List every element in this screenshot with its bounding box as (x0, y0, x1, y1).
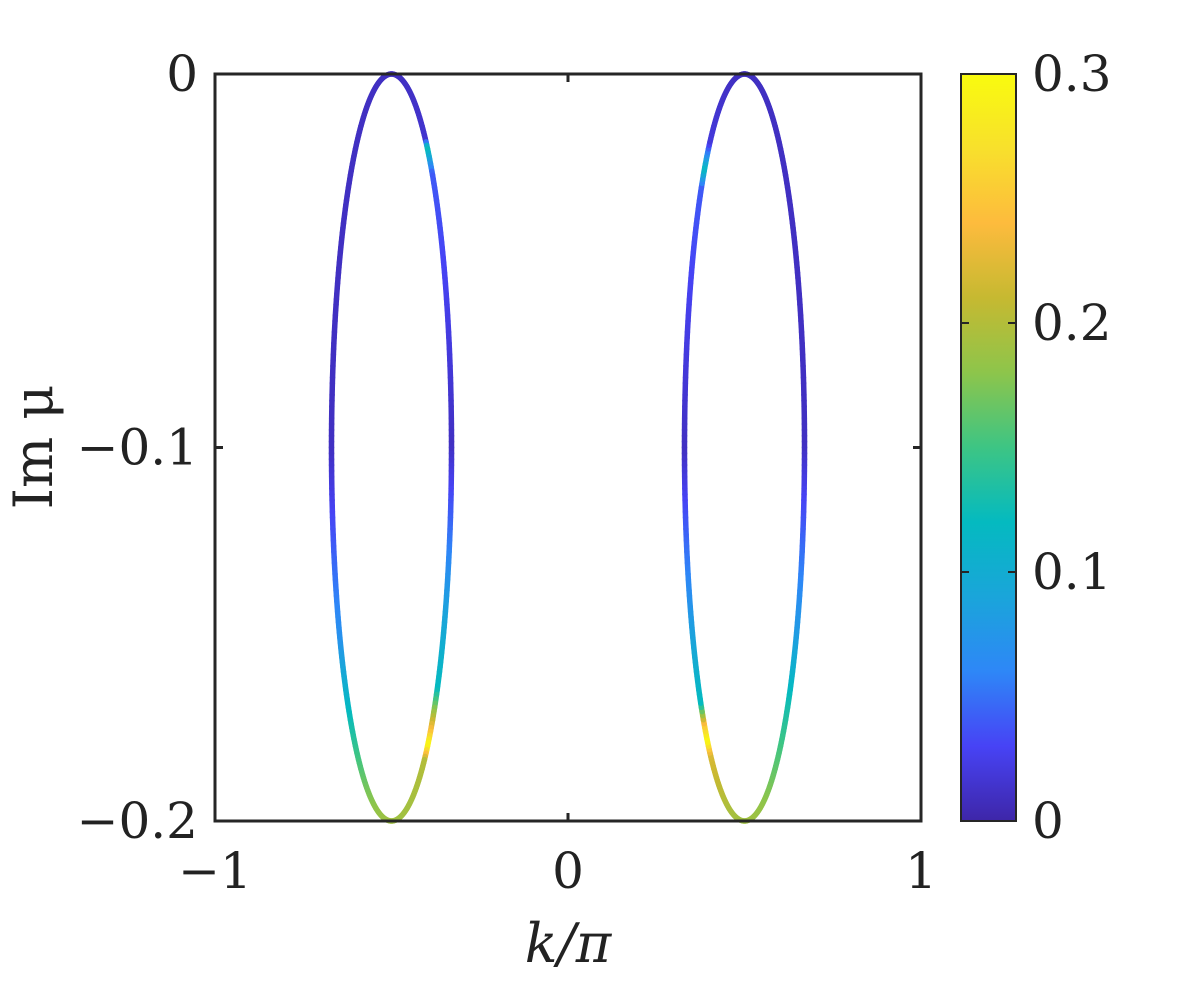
x-tick-label: −1 (178, 842, 252, 900)
y-axis-ticks: 0 −0.1 −0.2 (77, 45, 921, 850)
y-tick-label: 0 (166, 45, 198, 103)
y-tick-label: −0.1 (77, 419, 198, 477)
series-layer (328, 71, 808, 824)
colorbar-tick-label: 0.3 (1032, 45, 1112, 103)
colorbar-tick-label: 0.1 (1032, 543, 1112, 601)
ellipse-series-1 (328, 71, 455, 824)
ellipse-series-2 (681, 71, 808, 824)
y-tick-label: −0.2 (77, 792, 198, 850)
x-tick-label: 1 (905, 842, 937, 900)
plot-background (215, 74, 921, 821)
colorbar-ticks: 0 0.1 0.2 0.3 (961, 45, 1112, 850)
colorbar-tick-label: 0 (1032, 792, 1064, 850)
colorbar (960, 73, 1017, 822)
x-axis-label: k/π (525, 912, 613, 975)
colorbar-tick-label: 0.2 (1032, 294, 1112, 352)
x-tick-label: 0 (552, 842, 584, 900)
y-axis-label: Im μ (2, 385, 65, 510)
